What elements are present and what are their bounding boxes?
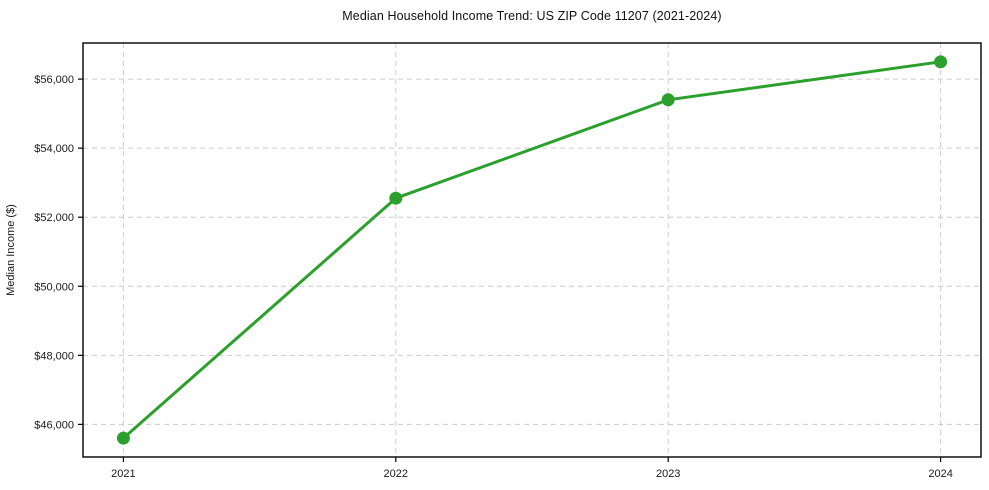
y-tick-label: $46,000 (34, 419, 74, 431)
y-axis-label: Median Income ($) (5, 204, 17, 296)
x-tick-label: 2022 (384, 468, 408, 480)
y-tick-label: $54,000 (34, 143, 74, 155)
data-point-2024 (934, 55, 948, 69)
x-tick-label: 2021 (111, 468, 135, 480)
y-tick-label: $56,000 (34, 74, 74, 86)
x-tick-label: 2024 (928, 468, 952, 480)
data-point-2022 (389, 191, 403, 205)
trend-line (121, 60, 943, 440)
plot-border (82, 42, 982, 458)
chart-title: Median Household Income Trend: US ZIP Co… (342, 9, 722, 23)
y-tick-label: $50,000 (34, 281, 74, 293)
y-tick-label: $48,000 (34, 350, 74, 362)
data-point-2023 (661, 93, 675, 107)
data-point-2021 (116, 431, 130, 445)
y-tick-label: $52,000 (34, 212, 74, 224)
x-tick-label: 2023 (656, 468, 680, 480)
